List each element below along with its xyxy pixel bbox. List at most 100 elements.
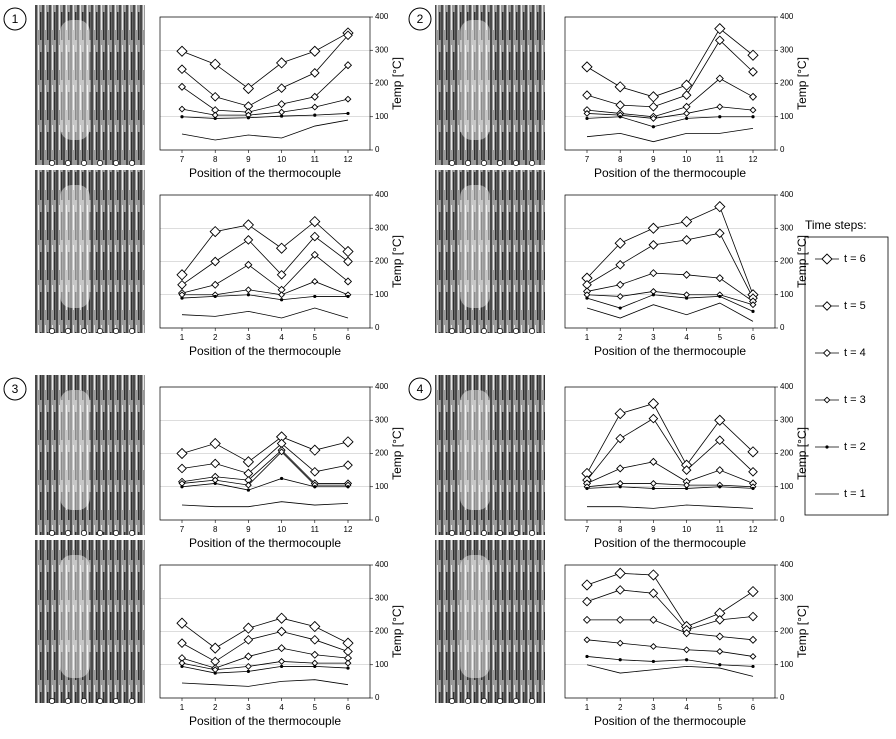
x-tick-label: 9 xyxy=(651,525,656,534)
marker xyxy=(714,23,726,35)
panel-badge xyxy=(3,377,27,401)
y-tick-label: 0 xyxy=(375,145,380,154)
marker xyxy=(749,301,757,309)
series-line xyxy=(181,254,349,294)
x-tick-label: 5 xyxy=(313,333,318,342)
thermocouple xyxy=(81,698,87,704)
series-line xyxy=(181,478,348,491)
y-tick-label: 300 xyxy=(780,415,794,424)
marker xyxy=(581,272,593,284)
marker xyxy=(277,285,286,294)
marker xyxy=(682,270,691,279)
thermocouple xyxy=(465,160,471,166)
thermocouple xyxy=(449,328,455,334)
marker xyxy=(714,228,725,239)
y-tick-label: 100 xyxy=(375,290,389,299)
x-tick-label: 3 xyxy=(651,703,656,712)
marker xyxy=(313,113,317,117)
marker xyxy=(343,30,353,41)
marker xyxy=(751,664,755,669)
y-tick-label: 0 xyxy=(375,515,380,524)
y-tick-label: 300 xyxy=(375,415,389,424)
y-tick-label: 200 xyxy=(375,449,389,458)
series-line xyxy=(586,39,754,108)
legend-label: t = 1 xyxy=(844,488,866,500)
thermocouple xyxy=(465,328,471,334)
marker xyxy=(751,486,755,491)
x-tick-label: 3 xyxy=(246,703,251,712)
marker xyxy=(280,476,284,481)
x-tick-label: 11 xyxy=(311,155,320,164)
thermocouple xyxy=(129,698,135,704)
series-line xyxy=(586,664,754,677)
marker xyxy=(246,488,250,492)
marker xyxy=(682,102,691,111)
thermocouple xyxy=(113,698,119,704)
marker xyxy=(618,115,622,119)
chart: 0 100 200 300 400 1 2 3 4 5 6 Position of the therm… xyxy=(564,560,809,728)
marker xyxy=(213,671,217,675)
marker xyxy=(681,235,692,245)
y-tick-label: 100 xyxy=(375,482,389,491)
marker xyxy=(583,109,591,117)
series-line xyxy=(586,116,753,128)
marker xyxy=(648,101,659,112)
marker xyxy=(176,269,188,281)
x-tick-label: 3 xyxy=(246,333,251,342)
marker xyxy=(649,287,657,295)
marker xyxy=(346,294,350,299)
marker xyxy=(278,448,286,456)
panel-label: 1 xyxy=(12,12,19,26)
marker xyxy=(313,664,317,669)
marker xyxy=(748,92,758,101)
series-line xyxy=(586,486,754,489)
x-tick-label: 8 xyxy=(213,155,218,164)
marker xyxy=(648,588,659,599)
x-axis-label: Position of the thermocouple xyxy=(189,166,341,180)
thermocouple xyxy=(513,328,519,334)
marker xyxy=(649,615,658,624)
marker xyxy=(582,279,592,290)
thermocouple xyxy=(97,530,103,536)
wood-highlight xyxy=(60,20,90,140)
y-axis-label: Temp [°C] xyxy=(390,57,404,110)
thermocouple xyxy=(481,698,487,704)
marker xyxy=(685,116,689,121)
series-line xyxy=(181,617,349,649)
thermocouple xyxy=(529,698,535,704)
marker xyxy=(618,485,622,489)
marker xyxy=(277,644,286,653)
x-axis-label: Position of the thermocouple xyxy=(189,536,341,550)
wood-highlight xyxy=(460,20,490,140)
thermocouple xyxy=(65,698,71,704)
thermocouple xyxy=(481,328,487,334)
marker xyxy=(343,277,353,286)
marker xyxy=(649,479,657,487)
marker xyxy=(246,116,250,120)
thermocouple xyxy=(481,160,487,166)
thermocouple xyxy=(497,530,503,536)
marker xyxy=(244,662,252,670)
marker xyxy=(177,64,187,75)
series-line xyxy=(181,501,349,508)
x-tick-label: 4 xyxy=(684,333,689,342)
marker xyxy=(718,294,722,299)
marker xyxy=(178,479,186,487)
marker xyxy=(209,642,221,654)
thermocouple xyxy=(513,160,519,166)
marker xyxy=(714,201,726,213)
marker xyxy=(649,114,657,122)
marker xyxy=(278,108,286,116)
marker xyxy=(714,435,725,446)
marker xyxy=(582,615,592,624)
y-tick-label: 0 xyxy=(780,145,785,154)
marker xyxy=(647,569,660,581)
marker xyxy=(343,460,353,470)
thermocouple xyxy=(129,530,135,536)
y-axis-label: Temp [°C] xyxy=(795,57,809,110)
chart: 0 100 200 300 400 1 2 3 4 5 6 Position of the therm… xyxy=(159,190,404,358)
y-tick-label: 200 xyxy=(780,257,794,266)
panel-label: 2 xyxy=(417,12,424,26)
